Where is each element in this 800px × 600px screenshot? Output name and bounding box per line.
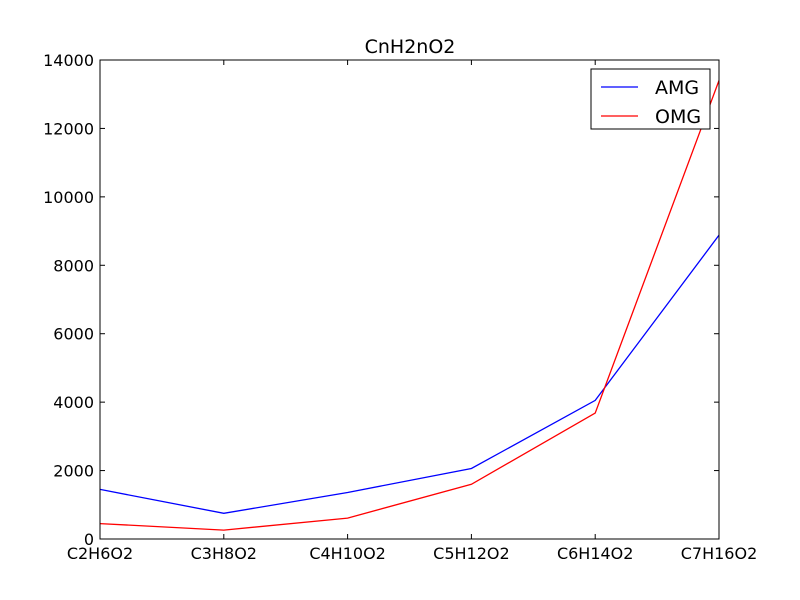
x-tick-label: C3H8O2 bbox=[191, 544, 257, 563]
y-tick-label: 10000 bbox=[43, 188, 94, 207]
chart-title: CnH2nO2 bbox=[365, 36, 456, 58]
series-layer bbox=[100, 80, 719, 531]
y-tick-label: 14000 bbox=[43, 51, 94, 70]
x-tick-label: C2H6O2 bbox=[67, 544, 133, 563]
x-tick-label: C7H16O2 bbox=[681, 544, 758, 563]
x-tick-label: C5H12O2 bbox=[433, 544, 510, 563]
series-line-amg bbox=[100, 234, 719, 514]
y-tick-label: 8000 bbox=[53, 256, 94, 275]
x-tick-label: C4H10O2 bbox=[309, 544, 386, 563]
legend-box bbox=[590, 68, 711, 130]
legend-label-amg: AMG bbox=[655, 77, 699, 99]
axes-layer: 0 2000 4000 6000 8000 10000 12000 14000 C2H6O2 C3… bbox=[43, 51, 757, 563]
plot-frame bbox=[99, 59, 720, 540]
y-tick-label: 12000 bbox=[43, 119, 94, 138]
y-tick-label: 4000 bbox=[53, 393, 94, 412]
series-line-omg bbox=[100, 80, 719, 531]
legend-label-omg: OMG bbox=[655, 106, 701, 128]
legend: AMG OMG bbox=[590, 68, 711, 130]
y-tick-label: 6000 bbox=[53, 325, 94, 344]
y-tick-label: 2000 bbox=[53, 462, 94, 481]
y-tick-label: 0 bbox=[84, 530, 94, 549]
x-tick-label: C6H14O2 bbox=[557, 544, 634, 563]
